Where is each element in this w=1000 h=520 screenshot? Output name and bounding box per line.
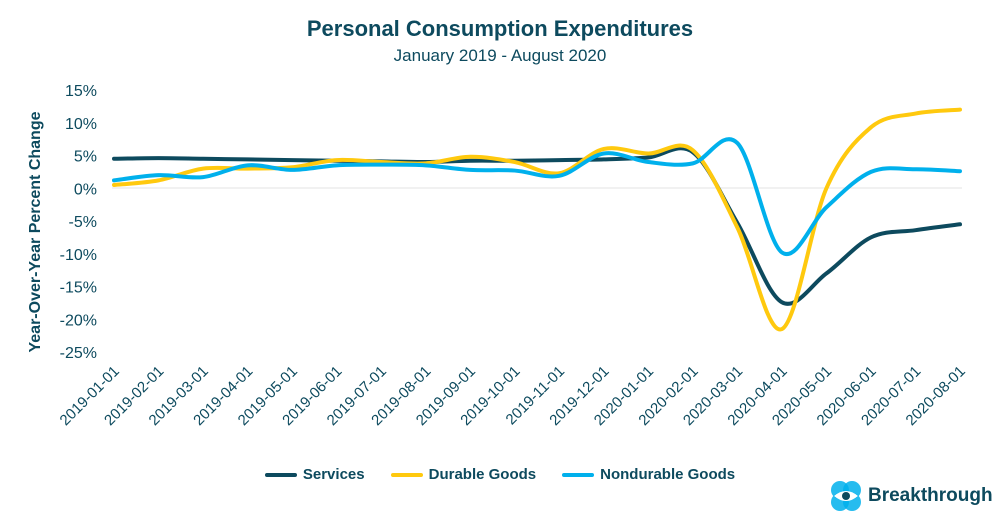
legend-label: Durable Goods (428, 466, 537, 483)
breakthrough-logo: Breakthrough (828, 478, 993, 514)
legend-swatch (390, 472, 423, 477)
y-tick-label: -15% (60, 280, 97, 297)
y-tick-label: 0% (74, 181, 97, 198)
legend-swatch (562, 472, 595, 477)
y-tick-label: -25% (60, 345, 97, 362)
y-axis-label: Year-Over-Year Percent Change (27, 111, 44, 352)
logo-text: Breakthrough (868, 485, 993, 506)
series-line-nondurable-goods (112, 137, 962, 257)
legend: Services Durable Goods Nondurable Goods (0, 466, 1000, 483)
legend-label: Nondurable Goods (600, 466, 736, 483)
y-tick-label: 10% (65, 116, 97, 133)
chart-subtitle: January 2019 - August 2020 (393, 46, 607, 65)
y-tick-label: 15% (65, 83, 97, 100)
y-tick-label: 5% (74, 149, 97, 166)
y-tick-label: -5% (69, 214, 97, 231)
legend-swatch (264, 472, 297, 477)
y-tick-label: -20% (60, 312, 97, 329)
legend-item-services: Services (264, 466, 365, 483)
y-tick-label: -10% (60, 247, 97, 264)
series-line-durable-goods (112, 107, 962, 332)
legend-item-durable-goods: Durable Goods (390, 466, 537, 483)
chart-title: Personal Consumption Expenditures (306, 16, 694, 41)
series-line-services (112, 146, 962, 306)
legend-label: Services (302, 466, 365, 483)
breakthrough-eye-icon (831, 481, 861, 511)
legend-item-nondurable-goods: Nondurable Goods (562, 466, 735, 483)
